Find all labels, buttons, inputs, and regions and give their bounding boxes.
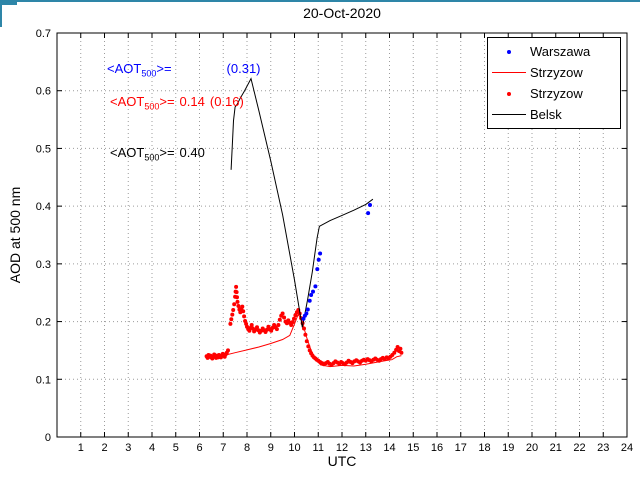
svg-text:0.7: 0.7 (36, 28, 51, 40)
svg-text:12: 12 (336, 442, 348, 454)
svg-text:24: 24 (621, 442, 633, 454)
legend-entry-belsk-3: Belsk (488, 104, 620, 125)
svg-text:14: 14 (383, 442, 395, 454)
svg-text:0.6: 0.6 (36, 86, 51, 98)
svg-text:6: 6 (196, 442, 202, 454)
y-axis-label: AOD at 500 nm (7, 186, 23, 284)
legend-label: Strzyzow (530, 86, 583, 101)
annotation-prefix: <AOT (107, 61, 142, 76)
annotation-belsk-aot: <AOT500>= 0.40 (110, 145, 210, 163)
legend-label: Warszawa (530, 44, 591, 59)
legend-line-marker (488, 114, 530, 115)
svg-text:0.3: 0.3 (36, 259, 51, 271)
svg-text:22: 22 (573, 442, 585, 454)
annotation-equals: >= (159, 145, 175, 160)
svg-text:19: 19 (502, 442, 514, 454)
svg-text:17: 17 (455, 442, 467, 454)
svg-text:5: 5 (173, 442, 179, 454)
annotation-subscript: 500 (144, 101, 160, 112)
annotation-warszawa-aot: <AOT500>= (0.31) (107, 61, 261, 79)
svg-text:0: 0 (45, 432, 51, 444)
svg-text:3: 3 (125, 442, 131, 454)
legend-label: Strzyzow (530, 65, 583, 80)
series-strzyzow-line (206, 313, 402, 368)
svg-text:20: 20 (526, 442, 538, 454)
svg-text:9: 9 (268, 442, 274, 454)
legend-dot-marker (488, 91, 530, 96)
svg-text:0.4: 0.4 (36, 201, 51, 213)
annotation-prefix: <AOT (110, 94, 145, 109)
svg-text:7: 7 (220, 442, 226, 454)
svg-text:0.5: 0.5 (36, 143, 51, 155)
svg-text:4: 4 (149, 442, 155, 454)
annotation-paren-value: (0.31) (226, 61, 261, 76)
annotation-strzyzow-aot: <AOT500>= 0.14 (0.16) (110, 94, 244, 112)
svg-text:10: 10 (288, 442, 300, 454)
x-axis-label: UTC (327, 453, 357, 469)
svg-text:13: 13 (360, 442, 372, 454)
annotation-equals: >= (159, 94, 175, 109)
legend-entry-strzyzow-1: Strzyzow (488, 62, 620, 83)
window-edge-left (0, 0, 2, 27)
annotation-value: 0.14 (179, 94, 205, 109)
legend-dot-marker (488, 49, 530, 54)
svg-text:11: 11 (313, 442, 324, 454)
legend: Warszawa Strzyzow Strzyzow Belsk (487, 37, 621, 129)
y-tick-labels: 0 0.1 0.2 0.3 0.4 0.5 0.6 0.7 (36, 28, 51, 444)
chart-title: 20-Oct-2020 (303, 5, 381, 21)
svg-text:0.1: 0.1 (36, 374, 51, 386)
annotation-subscript: 500 (141, 68, 157, 79)
series-belsk-line (230, 77, 374, 328)
legend-entry-warszawa-0: Warszawa (488, 41, 620, 62)
legend-line-marker (488, 72, 530, 73)
series-strzyzow-dots (204, 284, 404, 367)
window-edge-corner (0, 0, 17, 5)
svg-text:2: 2 (101, 442, 107, 454)
svg-text:21: 21 (550, 442, 562, 454)
annotation-equals: >= (156, 61, 172, 76)
svg-text:18: 18 (478, 442, 490, 454)
annotation-prefix: <AOT (110, 145, 145, 160)
window-edge-top (0, 0, 640, 2)
svg-text:8: 8 (244, 442, 250, 454)
svg-text:1: 1 (78, 442, 84, 454)
svg-text:23: 23 (597, 442, 609, 454)
svg-text:0.2: 0.2 (36, 317, 51, 329)
x-tick-labels: 1 2 3 4 5 6 7 8 9 10 11 12 13 14 15 16 17 18 19 20 21 22 23 24 (78, 442, 633, 454)
legend-label: Belsk (530, 107, 562, 122)
svg-text:16: 16 (431, 442, 443, 454)
legend-entry-strzyzow-2: Strzyzow (488, 83, 620, 104)
annotation-value: 0.40 (179, 145, 205, 160)
series-warszawa-dots (301, 203, 372, 321)
annotation-subscript: 500 (144, 152, 160, 163)
svg-text:15: 15 (407, 442, 419, 454)
annotation-paren-value: (0.16) (209, 94, 244, 109)
axis-ticks (57, 32, 628, 438)
